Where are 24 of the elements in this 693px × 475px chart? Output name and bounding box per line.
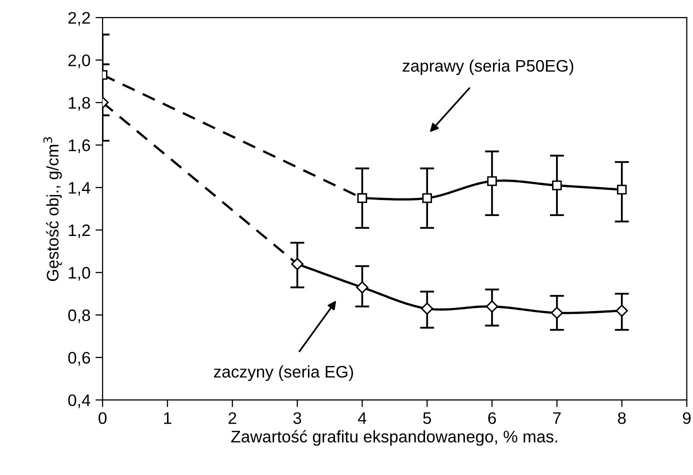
- y-tick-label: 0,4: [68, 394, 90, 408]
- annotation: zaczyny (seria EG): [214, 365, 354, 381]
- y-tick-label: 0,8: [68, 309, 90, 324]
- y-tick-label: 1,6: [68, 139, 90, 154]
- y-tick-label: 1,8: [68, 96, 90, 111]
- y-tick-label: 1,2: [68, 224, 90, 238]
- x-tick-label: 6: [488, 412, 496, 424]
- x-tick-label: 9: [682, 412, 691, 424]
- y-tick-label: 1,4: [68, 182, 90, 196]
- x-axis-title: Zawartość grafitu ekspandowanego, % mas.: [231, 430, 558, 446]
- x-tick-label: 8: [618, 412, 626, 424]
- annotation: zaprawy (seria P50EG): [402, 60, 574, 76]
- x-tick-label: 1: [164, 412, 172, 424]
- x-tick-label: 2: [228, 412, 236, 424]
- y-tick-label: 2,2: [68, 12, 90, 26]
- y-tick-label: 1,0: [68, 266, 90, 281]
- x-tick-label: 5: [423, 412, 432, 424]
- y-axis-title: Gęstość obj., g/cm$^{3}$: [43, 137, 62, 282]
- x-tick-label: 3: [293, 412, 302, 424]
- x-tick-label: 4: [358, 412, 366, 424]
- y-tick-label: 2,0: [68, 54, 90, 68]
- x-tick-label: 7: [553, 412, 561, 424]
- y-tick-label: 0,6: [68, 352, 90, 366]
- x-tick-label: 0: [98, 412, 107, 424]
